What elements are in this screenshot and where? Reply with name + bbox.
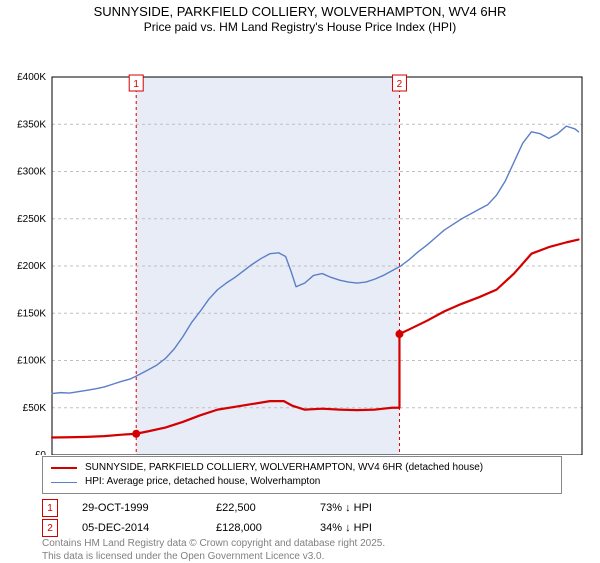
legend-swatch-property	[51, 467, 77, 469]
svg-text:£100K: £100K	[17, 356, 46, 367]
svg-text:£250K: £250K	[17, 214, 46, 225]
sale-marker-2: 2	[42, 519, 58, 537]
legend-row-hpi: HPI: Average price, detached house, Wolv…	[51, 475, 553, 489]
sale-marker-1: 1	[42, 499, 58, 517]
sale-row-2: 2 05-DEC-2014 £128,000 34% ↓ HPI	[42, 518, 562, 538]
sale-delta-2: 34% ↓ HPI	[320, 522, 372, 534]
svg-text:£50K: £50K	[23, 403, 47, 414]
svg-text:2: 2	[397, 79, 403, 90]
sale-price-2: £128,000	[216, 522, 296, 534]
title-line2: Price paid vs. HM Land Registry's House …	[0, 20, 600, 35]
sale-delta-1: 73% ↓ HPI	[320, 502, 372, 514]
sales-table: 1 29-OCT-1999 £22,500 73% ↓ HPI 2 05-DEC-2014…	[42, 498, 562, 538]
title-line1: SUNNYSIDE, PARKFIELD COLLIERY, WOLVERHAM…	[0, 4, 600, 20]
sale-date-1: 29-OCT-1999	[82, 502, 192, 514]
svg-text:£0: £0	[35, 450, 47, 455]
legend-row-property: SUNNYSIDE, PARKFIELD COLLIERY, WOLVERHAM…	[51, 461, 553, 475]
svg-text:1: 1	[133, 79, 139, 90]
svg-text:£350K: £350K	[17, 120, 46, 131]
chart-svg: £0 £50K £100K £150K £200K £250K £300K £350K £400…	[0, 35, 600, 455]
svg-text:£300K: £300K	[17, 167, 46, 178]
legend-label-property: SUNNYSIDE, PARKFIELD COLLIERY, WOLVERHAM…	[85, 461, 483, 475]
sale-price-1: £22,500	[216, 502, 296, 514]
footer-line1: Contains HM Land Registry data © Crown c…	[42, 538, 562, 551]
footer: Contains HM Land Registry data © Crown c…	[42, 538, 562, 563]
svg-text:£400K: £400K	[17, 72, 46, 83]
sale-date-2: 05-DEC-2014	[82, 522, 192, 534]
sale-row-1: 1 29-OCT-1999 £22,500 73% ↓ HPI	[42, 498, 562, 518]
svg-text:£200K: £200K	[17, 261, 46, 272]
legend-swatch-hpi	[51, 482, 77, 483]
chart-container: SUNNYSIDE, PARKFIELD COLLIERY, WOLVERHAM…	[0, 0, 600, 560]
legend-box: SUNNYSIDE, PARKFIELD COLLIERY, WOLVERHAM…	[42, 456, 562, 494]
legend-label-hpi: HPI: Average price, detached house, Wolv…	[85, 475, 320, 489]
svg-text:£150K: £150K	[17, 309, 46, 320]
footer-line2: This data is licensed under the Open Gov…	[42, 551, 562, 563]
title-block: SUNNYSIDE, PARKFIELD COLLIERY, WOLVERHAM…	[0, 0, 600, 35]
